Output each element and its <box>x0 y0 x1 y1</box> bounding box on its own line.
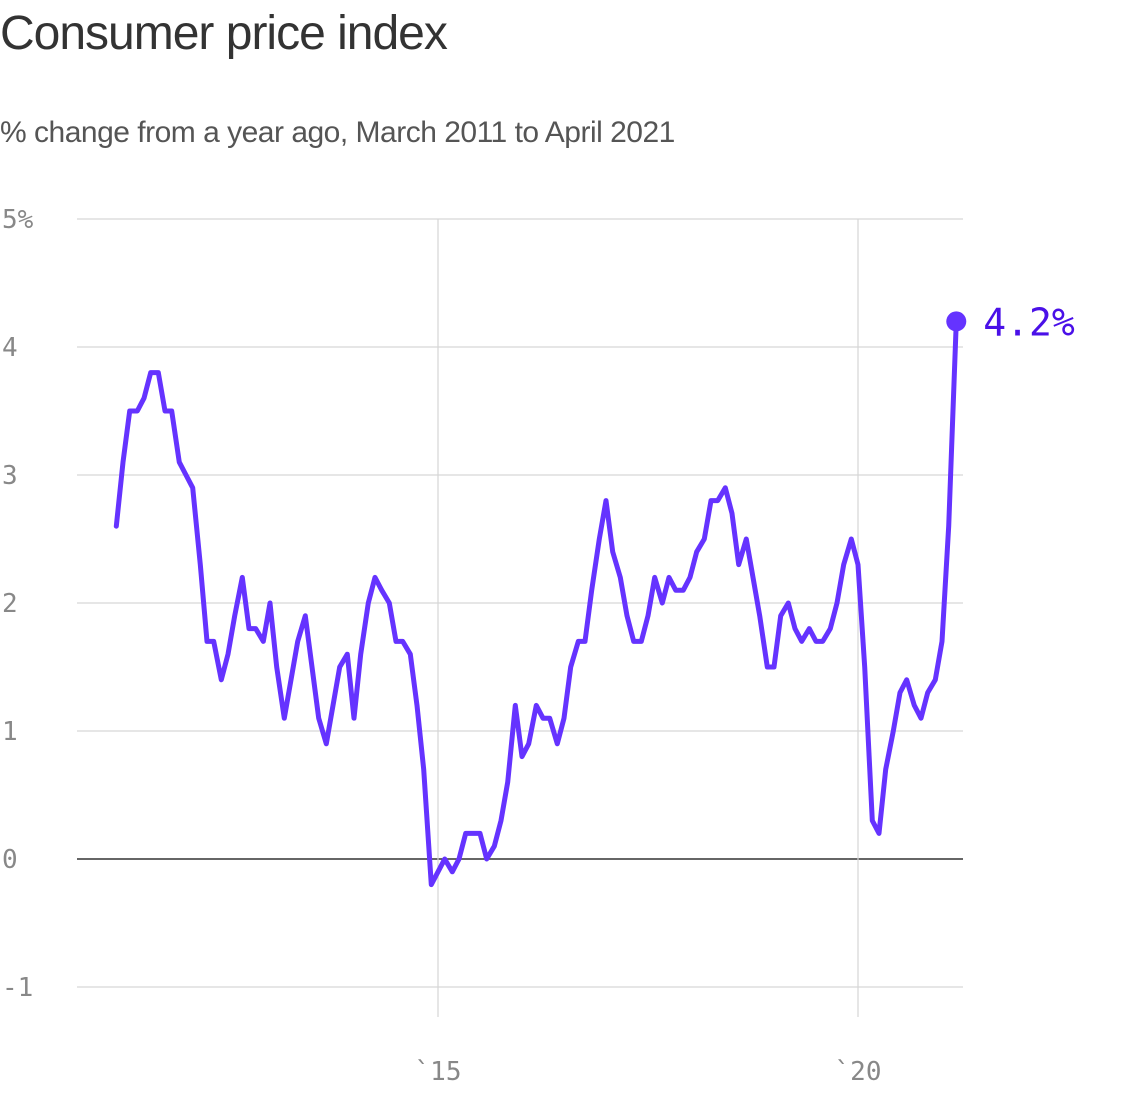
y-tick-label: -1 <box>2 973 33 1003</box>
y-tick-label: 5% <box>2 205 34 235</box>
y-tick-label: 3 <box>2 461 18 491</box>
end-value-label: 4.2% <box>983 300 1075 344</box>
y-tick-label: 0 <box>2 845 18 875</box>
x-tick-label: `20 <box>835 1057 882 1087</box>
cpi-series-line <box>113 318 959 888</box>
end-point-dot <box>946 311 967 332</box>
chart-subtitle: % change from a year ago, March 2011 to … <box>0 116 675 149</box>
chart-title: Consumer price index <box>0 7 448 60</box>
y-tick-label: 4 <box>2 333 18 363</box>
y-tick-label: 2 <box>2 589 18 619</box>
y-tick-label: 1 <box>2 717 18 747</box>
x-tick-label: `15 <box>415 1057 462 1087</box>
